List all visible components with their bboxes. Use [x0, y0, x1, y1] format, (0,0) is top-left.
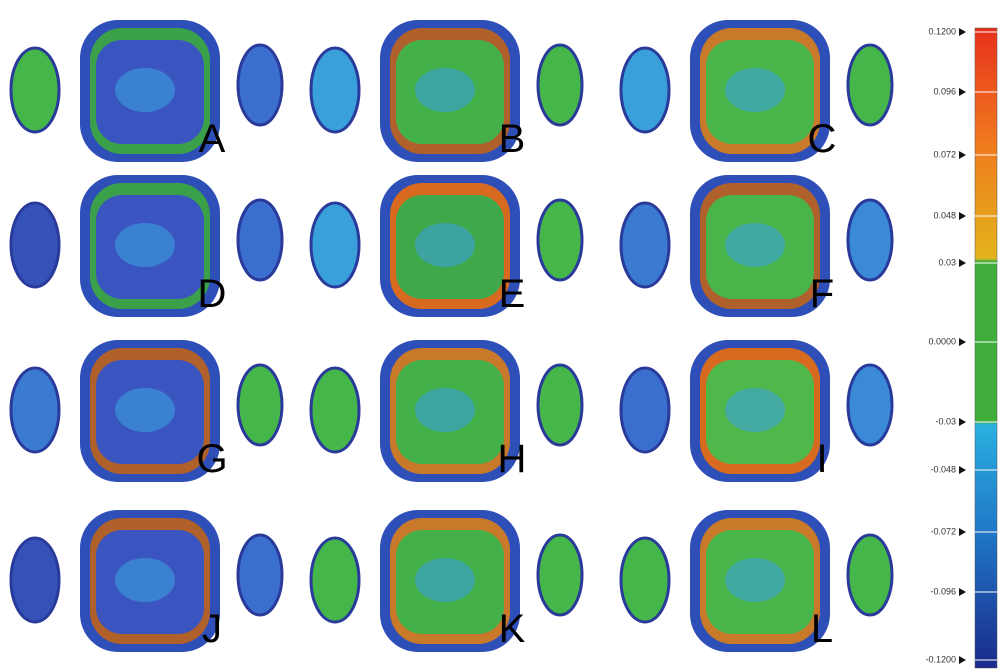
panel-label: A [199, 117, 226, 161]
panel-label: L [811, 607, 833, 651]
tooth-left [11, 48, 59, 132]
crown-detail [415, 388, 475, 432]
tooth-left [311, 48, 359, 132]
tooth-right [848, 45, 892, 125]
tooth-right [238, 535, 282, 615]
crown-detail [415, 558, 475, 602]
scale-tick-marker [959, 588, 966, 596]
panel: F [621, 175, 892, 317]
tooth-right [238, 365, 282, 445]
crown-detail [415, 223, 475, 267]
tooth-right [238, 200, 282, 280]
scale-tick-label: 0.048 [933, 210, 956, 220]
tooth-right [538, 535, 582, 615]
scale-tick-label: 0.1200 [928, 26, 956, 36]
tooth-right [538, 45, 582, 125]
tooth-right [238, 45, 282, 125]
panel: I [621, 340, 892, 482]
scale-tick-label: 0.096 [933, 86, 956, 96]
tooth-right [848, 200, 892, 280]
tooth-left [11, 538, 59, 622]
tooth-left [621, 368, 669, 452]
tooth-left [621, 48, 669, 132]
crown-detail [415, 68, 475, 112]
crown-detail [115, 68, 175, 112]
panel-label: H [498, 437, 527, 481]
tooth-left [621, 203, 669, 287]
scale-tick-label: 0.0000 [928, 336, 956, 346]
panel: K [311, 510, 582, 652]
scale-tick-label: -0.072 [930, 526, 956, 536]
color-bar [975, 28, 997, 668]
panel-label: B [499, 117, 526, 161]
panel: D [11, 175, 282, 317]
tooth-right [538, 365, 582, 445]
scale-tick-marker [959, 656, 966, 664]
scale-tick-label: -0.1200 [925, 654, 956, 664]
panel: B [311, 20, 582, 162]
panel-label: C [808, 117, 837, 161]
scale-tick-marker [959, 151, 966, 159]
scale-tick-marker [959, 338, 966, 346]
crown-detail [725, 68, 785, 112]
tooth-left [311, 538, 359, 622]
tooth-left [311, 203, 359, 287]
panel-label: D [198, 272, 227, 316]
scale-tick-marker [959, 212, 966, 220]
scale-tick-label: -0.03 [935, 416, 956, 426]
scale-tick-label: -0.096 [930, 586, 956, 596]
panel-label: E [499, 272, 526, 316]
tooth-right [538, 200, 582, 280]
scale-tick-marker [959, 418, 966, 426]
tooth-right [848, 365, 892, 445]
scale-tick-marker [959, 88, 966, 96]
panel: G [11, 340, 282, 482]
panel-label: J [202, 607, 222, 651]
scale-tick-label: -0.048 [930, 464, 956, 474]
panel: L [621, 510, 892, 652]
figure: A B C D E F G H I J K L 0.1200 0.096 0.072 0.048 0.03 0.0… [0, 0, 998, 672]
scale-tick-marker [959, 466, 966, 474]
crown-detail [725, 558, 785, 602]
tooth-right [848, 535, 892, 615]
panel-label: K [499, 607, 526, 651]
scale-tick-marker [959, 528, 966, 536]
panel: A [11, 20, 282, 162]
tooth-left [311, 368, 359, 452]
panel: H [311, 340, 582, 482]
scale-tick-marker [959, 259, 966, 267]
panel-label: F [810, 272, 834, 316]
tooth-left [621, 538, 669, 622]
crown-detail [725, 388, 785, 432]
panel: E [311, 175, 582, 317]
tooth-left [11, 203, 59, 287]
crown-detail [725, 223, 785, 267]
panel-label: G [196, 437, 227, 481]
scale-tick-marker [959, 28, 966, 36]
panel-label: I [816, 437, 827, 481]
panel: C [621, 20, 892, 162]
crown-detail [115, 223, 175, 267]
panel: J [11, 510, 282, 652]
scale-tick-label: 0.072 [933, 149, 956, 159]
crown-detail [115, 558, 175, 602]
tooth-left [11, 368, 59, 452]
crown-detail [115, 388, 175, 432]
scale-tick-label: 0.03 [938, 257, 956, 267]
